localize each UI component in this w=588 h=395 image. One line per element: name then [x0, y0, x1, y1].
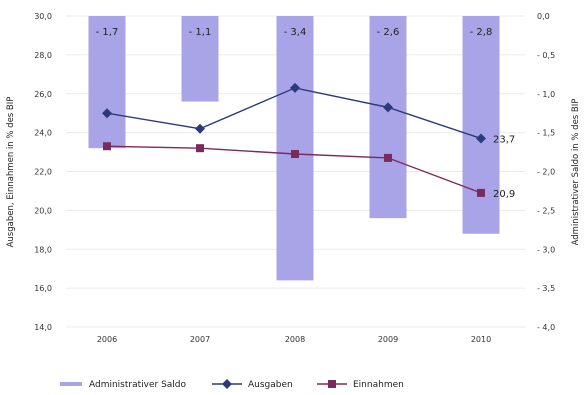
- right-tick-label: - 0,5: [537, 51, 555, 60]
- saldo-bar-label: - 2,8: [470, 27, 493, 38]
- left-tick-label: 14,0: [34, 323, 52, 332]
- left-tick-label: 30,0: [34, 12, 52, 21]
- ausgaben-end-label: 23,7: [493, 134, 515, 145]
- einnahmen-marker: [291, 150, 299, 159]
- ausgaben-marker: [195, 123, 205, 134]
- einnahmen-marker: [384, 153, 392, 162]
- ausgaben-marker: [102, 108, 112, 119]
- saldo-bar-label: - 3,4: [284, 27, 307, 38]
- right-tick-label: - 2,5: [537, 206, 555, 215]
- right-tick-label: 0,0: [537, 12, 550, 21]
- right-tick-label: - 1,0: [537, 90, 555, 99]
- right-tick-label: - 2,0: [537, 168, 555, 177]
- saldo-bar: [88, 16, 126, 149]
- saldo-bar: [276, 16, 314, 281]
- x-tick-label: 2007: [190, 335, 210, 344]
- legend-swatch-saldo: [60, 382, 82, 386]
- ausgaben-marker: [476, 133, 486, 144]
- legend-label-einnahmen: Einnahmen: [353, 380, 404, 390]
- einnahmen-end-label: 20,9: [493, 189, 515, 200]
- line-series: 23,7 20,9: [102, 82, 515, 200]
- right-tick-label: - 3,0: [537, 245, 555, 254]
- right-axis-ticks: 0,0 - 0,5 - 1,0 - 1,5 - 2,0 - 2,5 - 3,0 - 3,5 - …: [537, 12, 555, 332]
- left-tick-label: 26,0: [34, 90, 52, 99]
- saldo-bar: [369, 16, 407, 219]
- legend: Administrativer Saldo Ausgaben Einnahmen: [60, 379, 404, 390]
- left-tick-label: 22,0: [34, 168, 52, 177]
- saldo-bar-labels: - 1,7 - 1,1 - 3,4 - 2,6 - 2,8: [96, 27, 493, 38]
- saldo-bar-label: - 1,7: [96, 27, 119, 38]
- ausgaben-marker: [383, 102, 393, 113]
- left-tick-label: 20,0: [34, 206, 52, 215]
- saldo-bar: [181, 16, 219, 102]
- legend-label-saldo: Administrativer Saldo: [89, 380, 187, 390]
- legend-label-ausgaben: Ausgaben: [248, 380, 293, 390]
- x-tick-label: 2010: [471, 335, 491, 344]
- x-tick-label: 2008: [285, 335, 305, 344]
- saldo-bar-label: - 2,6: [377, 27, 400, 38]
- right-tick-label: - 4,0: [537, 323, 555, 332]
- left-axis-ticks: 30,0 28,0 26,0 24,0 22,0 20,0 18,0 16,0 14,0: [34, 12, 52, 332]
- ausgaben-marker: [290, 82, 300, 93]
- x-axis-ticks: 2006 2007 2008 2009 2010: [97, 335, 491, 344]
- left-tick-label: 16,0: [34, 284, 52, 293]
- x-tick-label: 2009: [378, 335, 398, 344]
- einnahmen-marker: [103, 142, 111, 151]
- einnahmen-marker: [477, 188, 485, 197]
- saldo-bar: [462, 16, 500, 234]
- saldo-bar-label: - 1,1: [189, 27, 212, 38]
- right-tick-label: - 1,5: [537, 129, 555, 138]
- left-axis-title: Ausgaben, Einnahmen in % des BIP: [6, 97, 16, 248]
- right-axis-title: Administrativer Saldo in % des BIP: [571, 99, 581, 246]
- left-tick-label: 24,0: [34, 129, 52, 138]
- left-tick-label: 28,0: [34, 51, 52, 60]
- legend-marker-einnahmen: [328, 380, 336, 388]
- einnahmen-marker: [196, 144, 204, 153]
- left-tick-label: 18,0: [34, 245, 52, 254]
- legend-marker-ausgaben: [222, 379, 232, 389]
- saldo-bars: [88, 16, 500, 281]
- right-tick-label: - 3,5: [537, 284, 555, 293]
- x-tick-label: 2006: [97, 335, 117, 344]
